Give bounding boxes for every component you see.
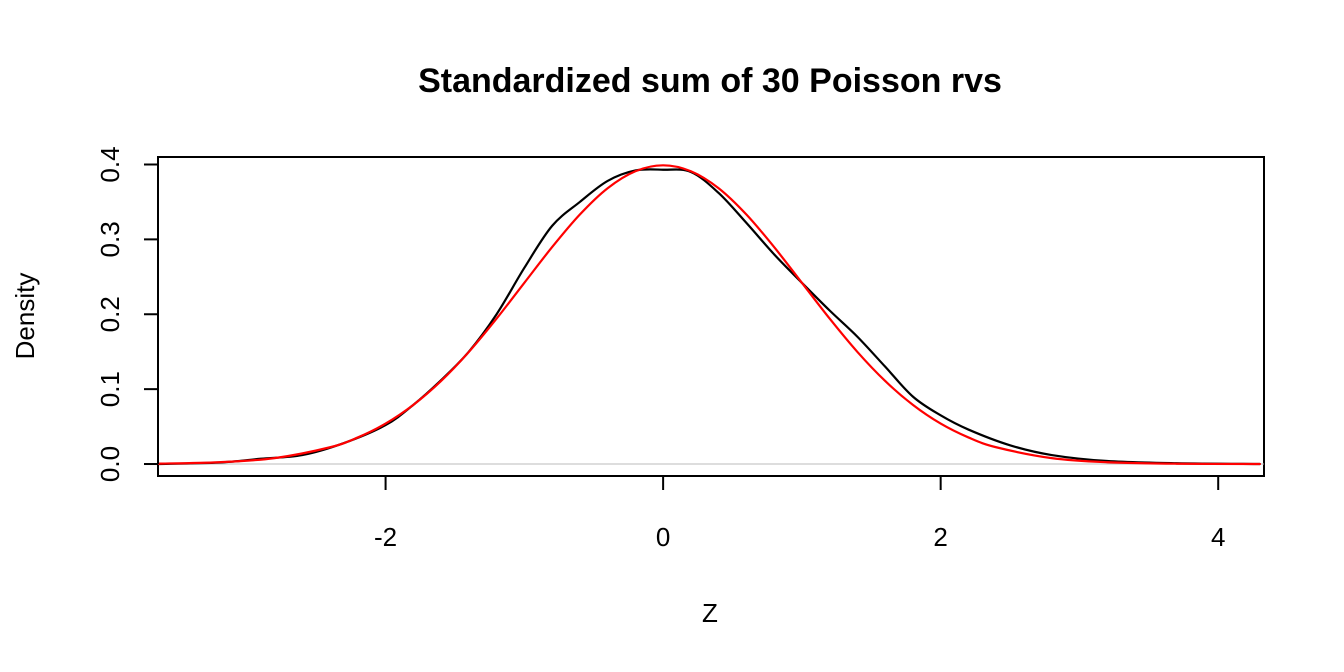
plot-frame [157,156,1265,477]
kde-density-line [156,168,1261,466]
y-tick-label: 0.0 [95,446,125,482]
y-tick-label: 0.3 [95,221,125,257]
y-axis: 0.0 0.1 0.2 0.3 0.4 [95,146,159,482]
x-axis: -2 0 2 4 [374,475,1225,552]
y-tick-label: 0.4 [95,146,125,182]
x-tick-label: 0 [656,522,670,552]
y-tick-label: 0.1 [95,371,125,407]
y-axis-label: Density [10,273,40,360]
y-tick-label: 0.2 [95,296,125,332]
series-layer [156,164,1261,466]
chart-title: Standardized sum of 30 Poisson rvs [418,62,1002,100]
x-tick-label: 2 [933,522,947,552]
x-axis-label: Z [702,598,718,628]
normal-density-line [156,164,1261,466]
x-tick-label: -2 [374,522,397,552]
x-tick-label: 4 [1211,522,1225,552]
